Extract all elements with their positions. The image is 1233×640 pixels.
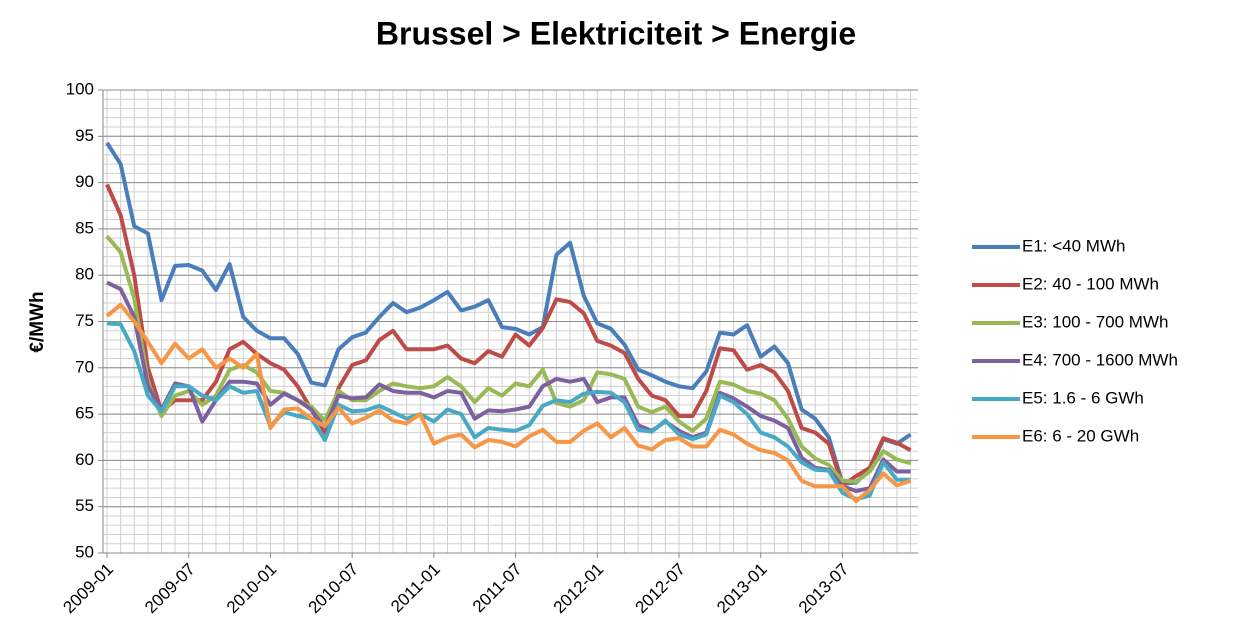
y-tick-label: 55 bbox=[75, 496, 94, 515]
x-tick-label: 2009-01 bbox=[59, 560, 117, 618]
series-line bbox=[106, 280, 911, 493]
x-tick-label: 2013-01 bbox=[713, 560, 771, 618]
y-axis-label: €/MWh bbox=[27, 291, 48, 352]
series-line bbox=[105, 183, 912, 488]
y-tick-label: 95 bbox=[75, 126, 94, 145]
x-tick-label: 2010-01 bbox=[223, 560, 281, 618]
y-tick-label: 100 bbox=[66, 79, 94, 98]
x-tick-label: 2012-01 bbox=[550, 560, 608, 618]
x-tick-label: 2009-07 bbox=[141, 560, 199, 618]
series-line bbox=[105, 141, 912, 486]
y-tick-label: 60 bbox=[75, 450, 94, 469]
legend-label: E2: 40 - 100 MWh bbox=[1022, 274, 1159, 293]
y-tick-label: 50 bbox=[75, 542, 94, 561]
x-tick-label: 2011-07 bbox=[469, 560, 526, 617]
y-tick-label: 85 bbox=[75, 218, 94, 237]
legend-label: E4: 700 - 1600 MWh bbox=[1022, 350, 1178, 369]
legend-label: E5: 1.6 - 6 GWh bbox=[1022, 388, 1144, 407]
y-tick-label: 90 bbox=[75, 172, 94, 191]
x-tick-label: 2013-07 bbox=[795, 560, 853, 618]
y-tick-label: 70 bbox=[75, 357, 94, 376]
x-tick-label: 2012-07 bbox=[631, 560, 689, 618]
legend-label: E1: <40 MWh bbox=[1022, 236, 1125, 255]
x-tick-label: 2011-01 bbox=[387, 560, 444, 617]
series-line bbox=[106, 321, 911, 502]
legend-label: E3: 100 - 700 MWh bbox=[1022, 312, 1168, 331]
x-tick-label: 2010-07 bbox=[305, 560, 363, 618]
legend-label: E6: 6 - 20 GWh bbox=[1022, 426, 1139, 445]
y-tick-label: 80 bbox=[75, 265, 94, 284]
y-tick-label: 75 bbox=[75, 311, 94, 330]
chart-title: Brussel > Elektriciteit > Energie bbox=[376, 15, 856, 51]
series-line bbox=[105, 302, 912, 504]
y-tick-label: 65 bbox=[75, 404, 94, 423]
